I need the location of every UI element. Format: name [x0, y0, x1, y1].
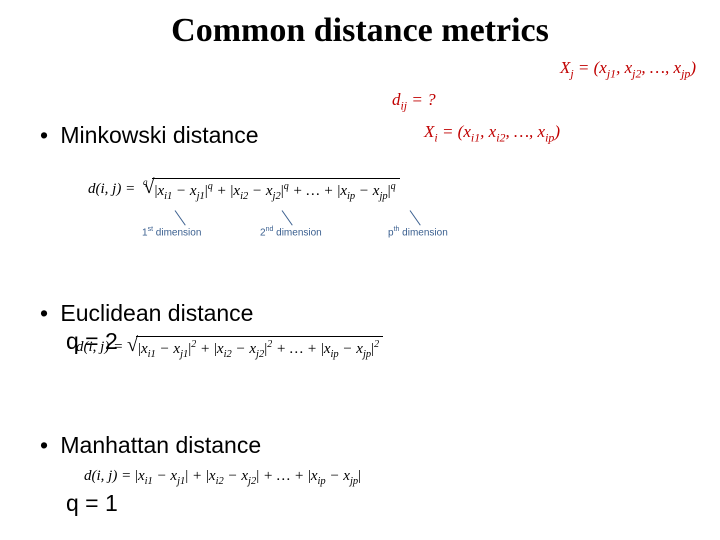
formula-euclidean: d(i, j) = √|xi1 − xj1|2 + |xi2 − xj2|2 +…	[76, 336, 383, 360]
bullet-dot-icon: •	[40, 122, 54, 149]
dim-connector-2	[282, 210, 293, 225]
bullet-manhattan-label: Manhattan distance	[60, 432, 261, 458]
formula-manhattan: d(i, j) = |xi1 − xj1| + |xi2 − xj2| + … …	[84, 468, 361, 487]
dim-connector-1	[175, 210, 186, 225]
manhattan-q-label: q = 1	[66, 490, 118, 517]
bullet-dot-icon: •	[40, 300, 54, 327]
bullet-euclidean-label: Euclidean distance	[60, 300, 253, 326]
bullet-minkowski-label: Minkowski distance	[60, 122, 258, 148]
bullet-dot-icon: •	[40, 432, 54, 459]
xj-vector-annotation: Xj = (xj1, xj2, …, xjp)	[560, 58, 696, 81]
bullet-euclidean: • Euclidean distance	[40, 300, 253, 327]
dim-label-2: 2nd dimension	[260, 226, 322, 238]
formula-minkowski: d(i, j) = q√|xi1 − xj1|q + |xi2 − xj2|q …	[88, 178, 400, 202]
page-title: Common distance metrics	[0, 0, 720, 50]
dim-label-1: 1st dimension	[142, 226, 201, 238]
dim-connector-p	[410, 210, 421, 225]
dim-label-p: pth dimension	[388, 226, 448, 238]
xi-vector-annotation: Xi = (xi1, xi2, …, xip)	[424, 122, 560, 145]
bullet-minkowski: • Minkowski distance	[40, 122, 259, 149]
bullet-manhattan: • Manhattan distance	[40, 432, 261, 459]
dij-annotation: dij = ?	[392, 90, 436, 113]
